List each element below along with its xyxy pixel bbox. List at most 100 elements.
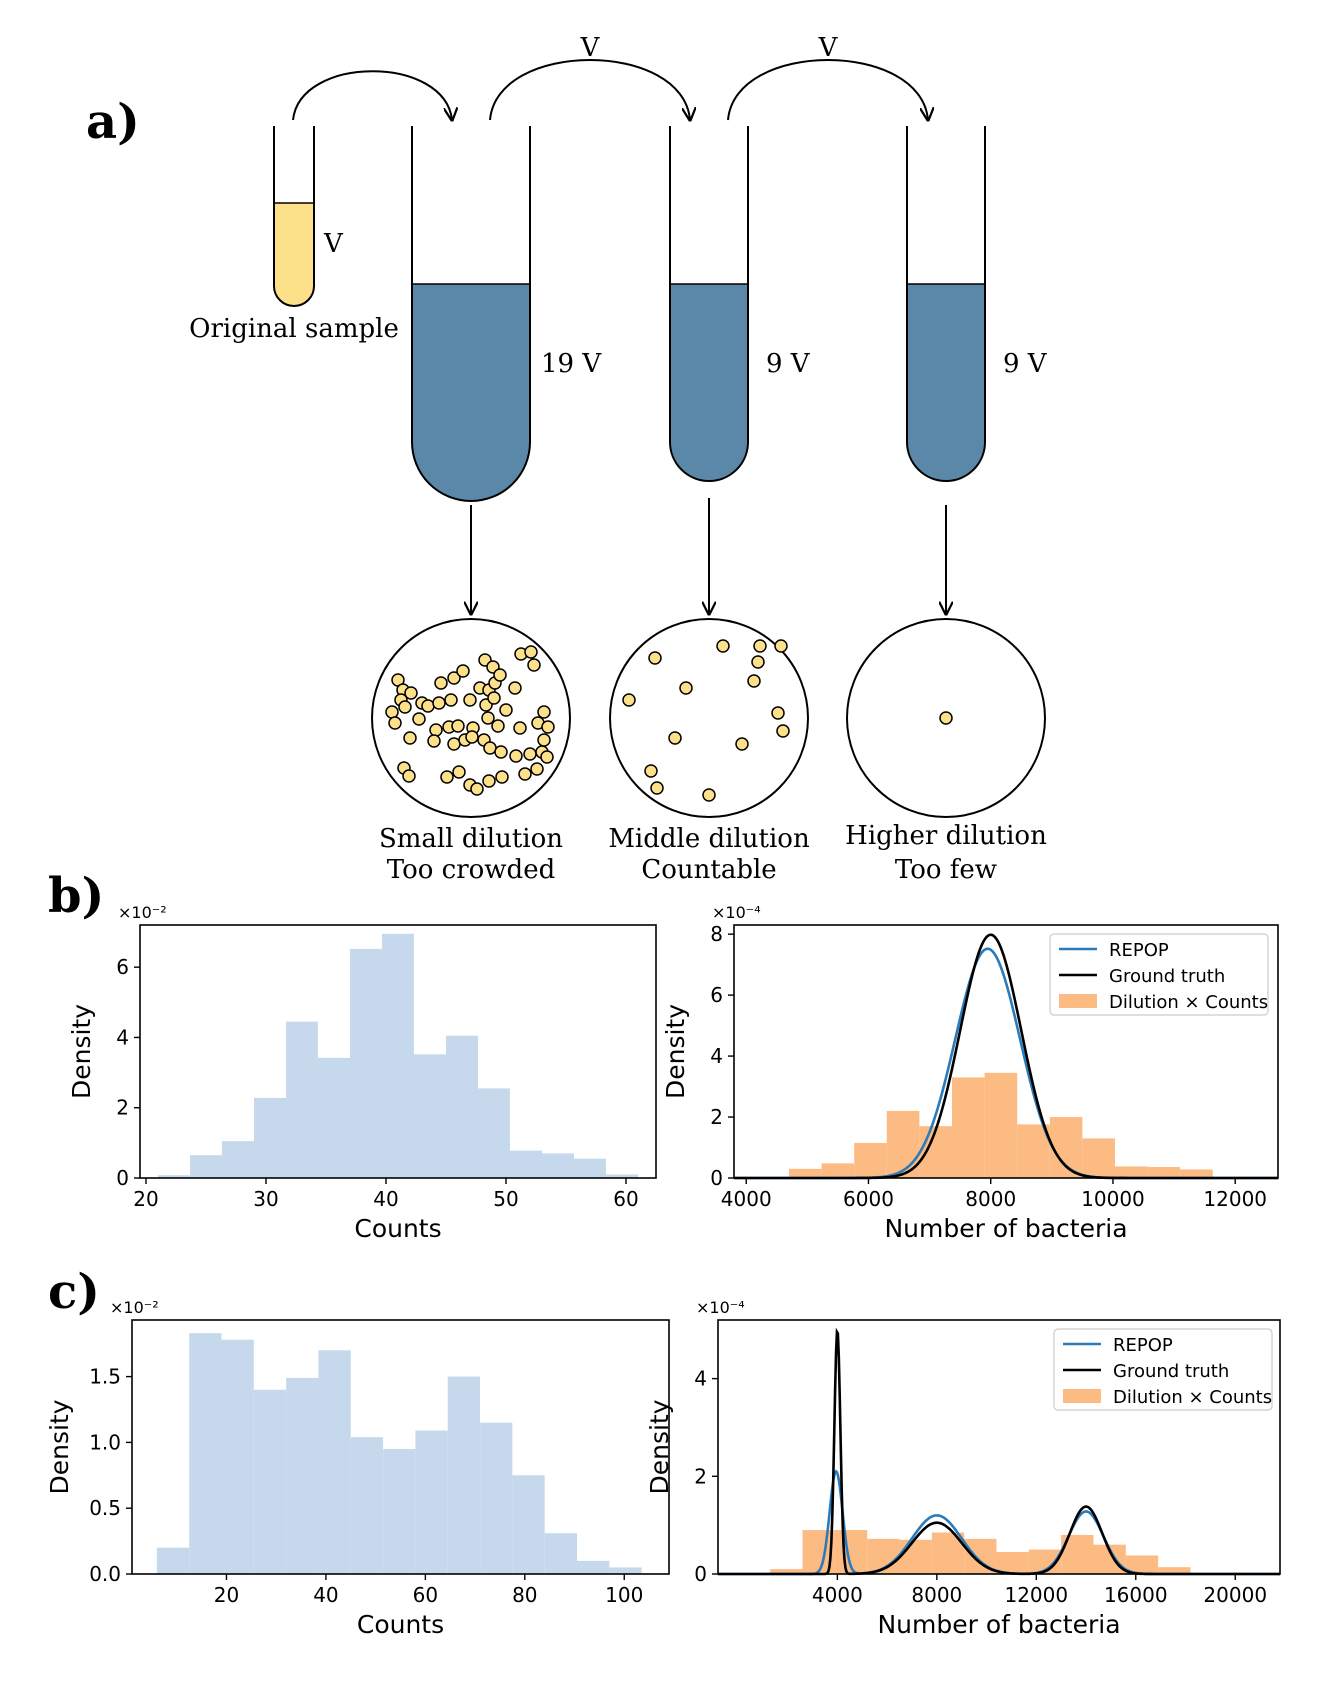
x-tick-label: 20000 [1203, 1583, 1267, 1607]
original-sample-caption: Original sample [189, 314, 399, 344]
colony [494, 745, 508, 759]
x-axis-label: Counts [354, 1214, 441, 1243]
histogram-bar [286, 1377, 319, 1574]
x-axis-label: Counts [357, 1610, 444, 1639]
axis-multiplier: ×10⁻⁴ [696, 1298, 745, 1317]
x-tick-label: 6000 [843, 1187, 894, 1211]
colony [747, 674, 761, 688]
colony [622, 693, 636, 707]
histogram-bar [415, 1430, 448, 1574]
colony [487, 691, 501, 705]
colonies-countable [622, 639, 790, 802]
x-tick-label: 20 [214, 1583, 239, 1607]
y-tick-label: 2 [710, 1105, 723, 1129]
colony [432, 696, 446, 710]
x-tick-label: 30 [253, 1187, 278, 1211]
colony [444, 693, 458, 707]
x-tick-label: 12000 [1004, 1583, 1068, 1607]
axis-multiplier: ×10⁻² [118, 903, 167, 922]
histogram-bar [189, 1333, 222, 1574]
colony [434, 676, 448, 690]
plate-caption: Small dilution [379, 824, 563, 854]
y-axis-label: Density [67, 1004, 96, 1099]
tube-1-liquid [412, 284, 530, 501]
dilution-tube-2 [669, 126, 749, 482]
colony [404, 686, 418, 700]
legend-label: Dilution × Counts [1113, 1387, 1272, 1408]
histogram-bar [478, 1088, 510, 1178]
colony [421, 699, 435, 713]
histogram-bar [317, 1057, 350, 1178]
colony [668, 731, 682, 745]
histogram-bar [899, 1539, 932, 1574]
panel-a: a) V V V Original sample 19 V 9 V 9 V [86, 33, 1048, 885]
dilution-tube-1 [411, 126, 531, 502]
colony [398, 700, 412, 714]
colony [495, 770, 509, 784]
transfer-arrow-3 [727, 59, 928, 120]
tube-volume-label: 9 V [766, 349, 811, 379]
colony [537, 733, 551, 747]
y-tick-label: 4 [710, 1044, 723, 1068]
plate-caption: Middle dilution [608, 824, 810, 854]
x-tick-label: 40 [373, 1187, 398, 1211]
y-axis-label: Density [661, 1004, 690, 1099]
legend-label: REPOP [1113, 1335, 1173, 1356]
colony [540, 750, 554, 764]
axes-frame [717, 1319, 1281, 1575]
y-tick-label: 0 [710, 1166, 723, 1190]
histogram-bar [382, 933, 414, 1178]
legend-label: Ground truth [1109, 966, 1225, 987]
legend-label: Dilution × Counts [1109, 992, 1268, 1013]
x-tick-label: 100 [605, 1583, 643, 1607]
histogram-bar [1114, 1166, 1148, 1178]
colony [513, 721, 527, 735]
colony [402, 769, 416, 783]
x-tick-label: 60 [413, 1583, 438, 1607]
histogram-bar [350, 1437, 384, 1574]
colony [527, 658, 541, 672]
histogram-bar [253, 1389, 287, 1574]
histogram-bar [789, 1168, 822, 1178]
histogram-bar [984, 1072, 1018, 1178]
histogram-bar [609, 1567, 642, 1574]
y-tick-label: 0.5 [89, 1496, 121, 1520]
x-tick-label: 4000 [721, 1187, 772, 1211]
x-tick-label: 16000 [1104, 1583, 1168, 1607]
histogram-bar [446, 1035, 479, 1178]
tube-volume-label: 19 V [541, 349, 602, 379]
histogram-bar [577, 1560, 610, 1574]
x-tick-label: 8000 [965, 1187, 1016, 1211]
colony [716, 639, 730, 653]
y-tick-label: 8 [710, 922, 723, 946]
colony [702, 788, 716, 802]
y-tick-label: 1.5 [89, 1365, 121, 1389]
x-axis-label: Number of bacteria [884, 1214, 1127, 1243]
histogram-bar [542, 1153, 575, 1178]
colony [482, 774, 496, 788]
colony [403, 731, 417, 745]
histogram-bar [1158, 1567, 1191, 1574]
axis-multiplier: ×10⁻⁴ [712, 903, 761, 922]
legend-box [1049, 933, 1269, 1016]
histogram-bar [1082, 1138, 1115, 1178]
x-tick-label: 8000 [911, 1583, 962, 1607]
histogram-bar [821, 1163, 855, 1178]
histogram-bar [1049, 1117, 1083, 1178]
colony [679, 681, 693, 695]
colony [465, 730, 479, 744]
y-tick-label: 4 [116, 1025, 129, 1049]
y-tick-label: 0 [116, 1166, 129, 1190]
colony [493, 668, 507, 682]
axes-frame [733, 924, 1279, 1179]
colony [523, 747, 537, 761]
histogram-bar [221, 1141, 254, 1178]
histogram-bar [854, 1142, 887, 1178]
colony [427, 734, 441, 748]
colony [753, 639, 767, 653]
histogram-bar [512, 1475, 545, 1574]
colony [537, 705, 551, 719]
original-volume-label: V [323, 229, 344, 259]
panel-c-label: c) [48, 1264, 100, 1320]
x-tick-label: 50 [493, 1187, 518, 1211]
